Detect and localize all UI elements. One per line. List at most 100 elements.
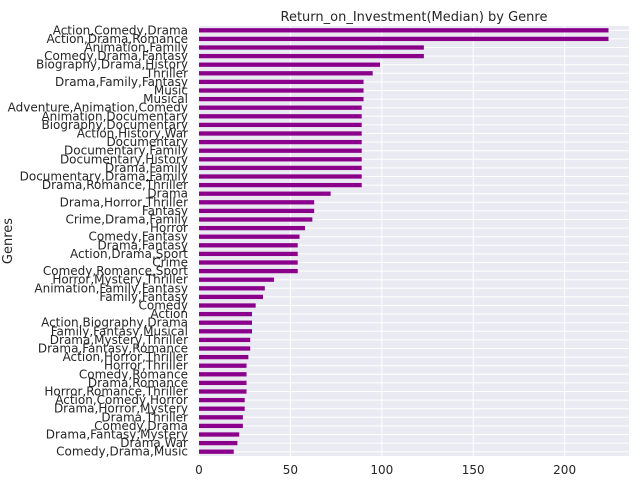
y-tick-label: Drama,Romance,Thriller — [42, 178, 188, 192]
bar — [199, 268, 298, 274]
y-axis-label: Genres — [1, 218, 16, 264]
bar — [199, 217, 313, 222]
bar — [199, 88, 364, 93]
y-tick-label: Drama,Horror,Thriller — [60, 195, 188, 209]
bar — [199, 423, 243, 429]
y-tick-label: Drama,Family,Fantasy — [55, 75, 188, 89]
bar — [199, 53, 424, 59]
y-tick-label: Drama,War — [120, 436, 188, 450]
x-tick-labels: 0 50 100 150 200 — [195, 463, 576, 477]
bar — [199, 337, 251, 343]
bar — [199, 208, 315, 214]
bar — [199, 294, 263, 300]
y-tick-label: Drama,Horror,Mystery — [54, 402, 188, 416]
y-tick-label: Action,Biography,Drama — [41, 316, 188, 330]
bar — [199, 131, 362, 136]
y-tick-label: Action,Comedy,Horror — [55, 393, 188, 407]
bar — [199, 243, 298, 248]
bar — [199, 286, 265, 291]
y-tick-label: Music — [154, 84, 188, 98]
y-tick-label: Documentary,History — [60, 152, 188, 166]
bar — [199, 234, 300, 239]
y-tick-label: Comedy,Romance,Sport — [43, 264, 188, 278]
y-tick-label: Drama,Fantasy,Romance — [38, 342, 188, 356]
bar — [199, 251, 298, 257]
y-tick-label: Drama,Fantasy — [97, 238, 188, 252]
y-tick-label: Drama,Fantasy,Mystery — [46, 428, 188, 442]
y-tick-label: Horror — [150, 221, 188, 235]
bar — [199, 191, 331, 196]
bar — [199, 62, 380, 67]
y-tick-label: Horror,Romance,Thriller — [44, 385, 188, 399]
y-tick-label: Animation,Family — [84, 41, 188, 55]
bar — [199, 440, 238, 446]
bar — [199, 415, 243, 420]
y-tick-label: Comedy,Fantasy — [89, 230, 189, 244]
bar — [199, 311, 253, 317]
bar — [199, 449, 234, 454]
bar — [199, 432, 240, 437]
bar — [199, 96, 364, 102]
x-tick-label: 100 — [370, 463, 393, 477]
y-tick-label: Action,Comedy,Drama — [53, 23, 188, 37]
y-tick-label: Fantasy — [142, 204, 188, 218]
y-tick-label: Action,Horror,Thriller — [63, 350, 188, 364]
y-tick-label: Crime — [152, 256, 188, 270]
y-tick-label: Musical — [143, 92, 188, 106]
bar — [199, 354, 249, 360]
x-tick-label: 0 — [195, 463, 203, 477]
y-tick-label: Biography,Documentary — [41, 118, 188, 132]
y-tick-label: Drama,Romance — [88, 376, 188, 390]
bar — [199, 200, 315, 205]
y-tick-label: Action,Drama,Romance — [46, 32, 188, 46]
y-tick-label: Drama — [147, 187, 188, 201]
bar — [199, 139, 362, 145]
y-tick-label: Horror,Mystery,Thriller — [52, 273, 188, 287]
y-tick-label: Comedy — [138, 299, 188, 313]
y-tick-label: Drama,Thriller — [101, 410, 188, 424]
bar — [199, 372, 247, 377]
y-tick-label: Adventure,Animation,Comedy — [8, 101, 188, 115]
bar — [199, 380, 247, 386]
bar — [199, 363, 247, 368]
x-tick-label: 200 — [553, 463, 576, 477]
y-tick-label: Action — [150, 307, 188, 321]
y-tick-label: Comedy,Drama,Fantasy — [44, 49, 188, 63]
bar — [199, 122, 362, 128]
bars — [199, 28, 609, 454]
bar — [199, 148, 362, 153]
bar — [199, 114, 362, 119]
y-tick-label: Comedy,Drama — [94, 419, 188, 433]
y-tick-label: Thriller — [145, 66, 188, 80]
chart-title: Return_on_Investment(Median) by Genre — [281, 10, 548, 25]
y-tick-label: Action,Drama,Sport — [70, 247, 188, 261]
bar — [199, 225, 306, 231]
y-tick-label: Comedy,Romance — [79, 367, 188, 381]
bar — [199, 45, 424, 50]
y-tick-label: Family,Fantasy,Musical — [51, 324, 188, 338]
bar — [199, 165, 362, 171]
y-tick-label: Animation,Family,Fantasy — [34, 281, 188, 295]
bar — [199, 320, 253, 325]
y-tick-label: Action,History,War — [77, 127, 188, 141]
y-tick-label: Animation,Documentary — [41, 109, 188, 123]
y-tick-label: Documentary,Family — [64, 144, 188, 158]
bar — [199, 105, 362, 110]
y-tick-label: Crime,Drama,Family — [65, 213, 188, 227]
bar — [199, 182, 362, 188]
bar — [199, 329, 253, 334]
x-tick-label: 150 — [462, 463, 485, 477]
bar — [199, 277, 274, 282]
bar — [199, 157, 362, 162]
bar — [199, 346, 251, 351]
bar — [199, 389, 247, 394]
y-tick-label: Documentary — [106, 135, 188, 149]
bar — [199, 36, 609, 42]
y-tick-label: Horror,Thriller — [104, 359, 188, 373]
bar — [199, 303, 256, 308]
y-tick-label: Documentary,Drama,Family — [20, 170, 188, 184]
bar — [199, 28, 609, 33]
bar — [199, 406, 245, 411]
y-tick-label: Comedy,Drama,Music — [56, 445, 188, 459]
